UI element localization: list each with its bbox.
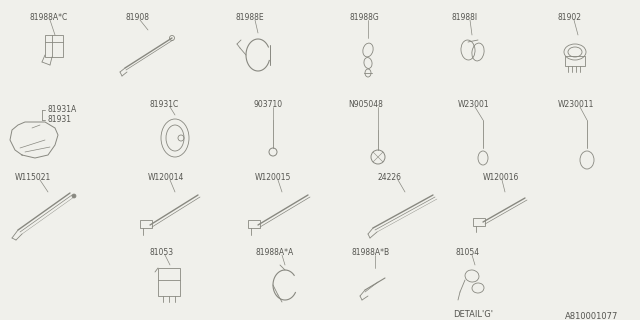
Text: 81931C: 81931C (150, 100, 179, 109)
Text: 81053: 81053 (150, 248, 174, 257)
Text: W120016: W120016 (483, 173, 520, 182)
Text: W120015: W120015 (255, 173, 291, 182)
Text: W115021: W115021 (15, 173, 51, 182)
Text: 81988I: 81988I (452, 13, 478, 22)
Text: W230011: W230011 (558, 100, 595, 109)
Text: 81988G: 81988G (349, 13, 379, 22)
Text: 81931A: 81931A (47, 105, 76, 114)
Text: 81988A*B: 81988A*B (352, 248, 390, 257)
Text: A810001077: A810001077 (565, 312, 618, 320)
Bar (565, 56, 585, 66)
Text: DETAIL'G': DETAIL'G' (453, 310, 493, 319)
Text: 24226: 24226 (378, 173, 402, 182)
Text: 81988A*C: 81988A*C (30, 13, 68, 22)
Bar (158, 268, 180, 296)
Text: N905048: N905048 (348, 100, 383, 109)
Bar (248, 220, 260, 228)
Text: W120014: W120014 (148, 173, 184, 182)
Text: W23001: W23001 (458, 100, 490, 109)
Bar (140, 220, 152, 228)
Circle shape (72, 194, 76, 198)
Text: 81931: 81931 (47, 115, 71, 124)
Bar (473, 218, 485, 226)
Text: 81988A*A: 81988A*A (255, 248, 293, 257)
Text: 903710: 903710 (253, 100, 282, 109)
Text: 81054: 81054 (455, 248, 479, 257)
Bar (45, 35, 63, 57)
Text: 81908: 81908 (125, 13, 149, 22)
Text: 81988E: 81988E (235, 13, 264, 22)
Text: 81902: 81902 (558, 13, 582, 22)
